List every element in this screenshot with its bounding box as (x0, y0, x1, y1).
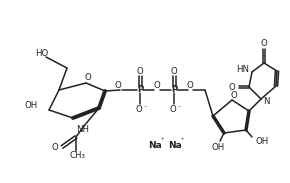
Text: ⁺: ⁺ (161, 138, 164, 144)
Text: NH: NH (77, 126, 90, 135)
Text: ⁻: ⁻ (143, 105, 147, 111)
Text: N: N (263, 98, 269, 107)
Text: OH: OH (25, 102, 38, 111)
Text: Na: Na (148, 141, 162, 150)
Text: P: P (137, 85, 143, 94)
Text: OH: OH (211, 143, 225, 152)
Text: O: O (228, 83, 235, 92)
Text: ⁺: ⁺ (181, 138, 184, 144)
Text: P: P (171, 85, 177, 94)
Text: O: O (170, 104, 176, 113)
Text: O: O (154, 81, 160, 91)
Text: O: O (136, 104, 142, 113)
Text: HO: HO (35, 49, 49, 59)
Text: CH₃: CH₃ (69, 152, 85, 160)
Text: O: O (85, 74, 91, 83)
Text: ⁻: ⁻ (177, 105, 181, 111)
Text: O: O (187, 81, 193, 91)
Text: OH: OH (256, 137, 269, 145)
Text: O: O (51, 143, 58, 152)
Text: O: O (137, 66, 143, 76)
Text: Na: Na (168, 141, 182, 150)
Text: O: O (115, 81, 122, 91)
Text: O: O (261, 40, 267, 48)
Text: O: O (231, 92, 238, 100)
Text: O: O (171, 66, 177, 76)
Text: HN: HN (236, 64, 249, 74)
